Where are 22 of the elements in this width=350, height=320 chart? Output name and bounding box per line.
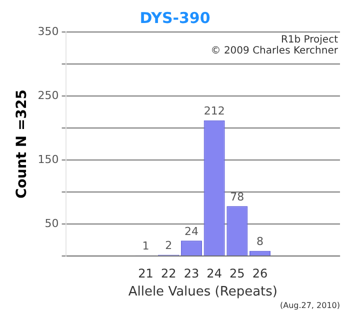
annotation: R1b Project xyxy=(280,34,338,46)
data-label: 1 xyxy=(142,240,150,253)
y-axis-title: Count N =325 xyxy=(14,90,30,198)
data-label: 24 xyxy=(184,225,198,238)
y-tick-label: 350 xyxy=(38,24,59,38)
text: (Aug.27, 2010) xyxy=(280,301,340,310)
annotation: © 2009 Charles Kerchner xyxy=(210,46,339,57)
y-tick-label: 250 xyxy=(38,88,59,102)
chart-title: DYS-390 xyxy=(140,8,210,27)
data-label: 2 xyxy=(165,239,172,252)
y-tick-label: 50 xyxy=(44,216,59,230)
data-label: 8 xyxy=(256,235,264,248)
x-tick-label: 25 xyxy=(230,266,245,280)
x-axis-title: Allele Values (Repeats) xyxy=(128,284,278,300)
x-tick-label: 21 xyxy=(138,266,154,280)
data-label: 78 xyxy=(230,190,244,204)
x-tick-label: 22 xyxy=(160,266,176,280)
x-tick-label: 23 xyxy=(184,266,200,280)
x-tick-label: 26 xyxy=(252,266,268,280)
y-tick-label: 150 xyxy=(38,152,59,166)
x-tick-label: 24 xyxy=(206,266,222,280)
data-label: 212 xyxy=(204,104,225,118)
